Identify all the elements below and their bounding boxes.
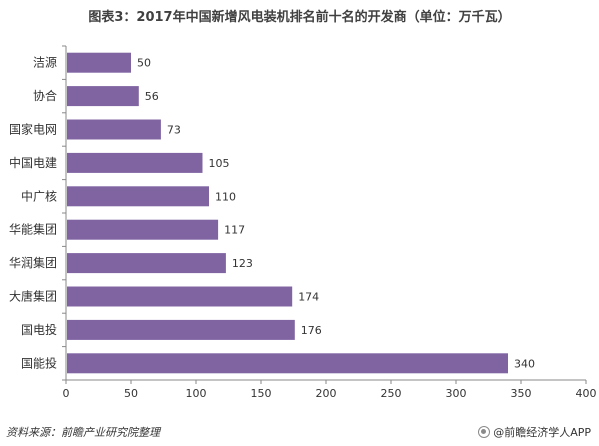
data-label: 340 [514, 357, 535, 370]
category-label: 中国电建 [9, 155, 57, 170]
category-label: 国家电网 [9, 122, 57, 137]
bar [67, 52, 131, 73]
category-label: 华润集团 [9, 255, 57, 270]
data-label: 56 [145, 90, 159, 103]
bar [67, 186, 209, 207]
bar [67, 119, 161, 140]
bar [67, 219, 219, 240]
chart-title: 图表3：2017年中国新增风电装机排名前十名的开发商（单位：万千瓦） [88, 10, 511, 25]
bar [67, 286, 293, 307]
bar [67, 253, 226, 274]
data-label: 73 [167, 124, 181, 137]
category-label: 大唐集团 [9, 289, 57, 304]
data-label: 117 [224, 224, 245, 237]
bar [67, 353, 508, 374]
x-tick-label: 400 [576, 387, 597, 400]
x-tick-label: 300 [446, 387, 467, 400]
bar [67, 86, 139, 107]
bar [67, 152, 203, 173]
x-tick-label: 0 [63, 387, 70, 400]
brand-circle-icon [478, 426, 491, 438]
brand-text: @前瞻经济学人APP [493, 426, 591, 439]
category-label: 华能集团 [9, 222, 57, 237]
data-label: 105 [209, 157, 230, 170]
data-label: 110 [215, 190, 236, 203]
data-label: 176 [301, 324, 322, 337]
data-label: 123 [232, 257, 253, 270]
bar [67, 319, 295, 340]
x-tick-label: 200 [316, 387, 337, 400]
source-note: 资料来源：前瞻产业研究院整理 [6, 426, 160, 439]
x-tick-label: 150 [251, 387, 272, 400]
x-tick-label: 250 [381, 387, 402, 400]
x-tick-label: 350 [511, 387, 532, 400]
category-label: 协合 [33, 88, 57, 103]
category-label: 中广核 [21, 188, 57, 203]
data-label: 50 [137, 57, 151, 70]
category-label: 国能投 [21, 355, 57, 370]
brand-mark: @前瞻经济学人APP [478, 424, 591, 440]
x-tick-label: 50 [124, 387, 138, 400]
x-tick-label: 100 [186, 387, 207, 400]
category-label: 洁源 [33, 56, 57, 70]
data-label: 174 [298, 291, 319, 304]
category-label: 国电投 [21, 322, 57, 337]
